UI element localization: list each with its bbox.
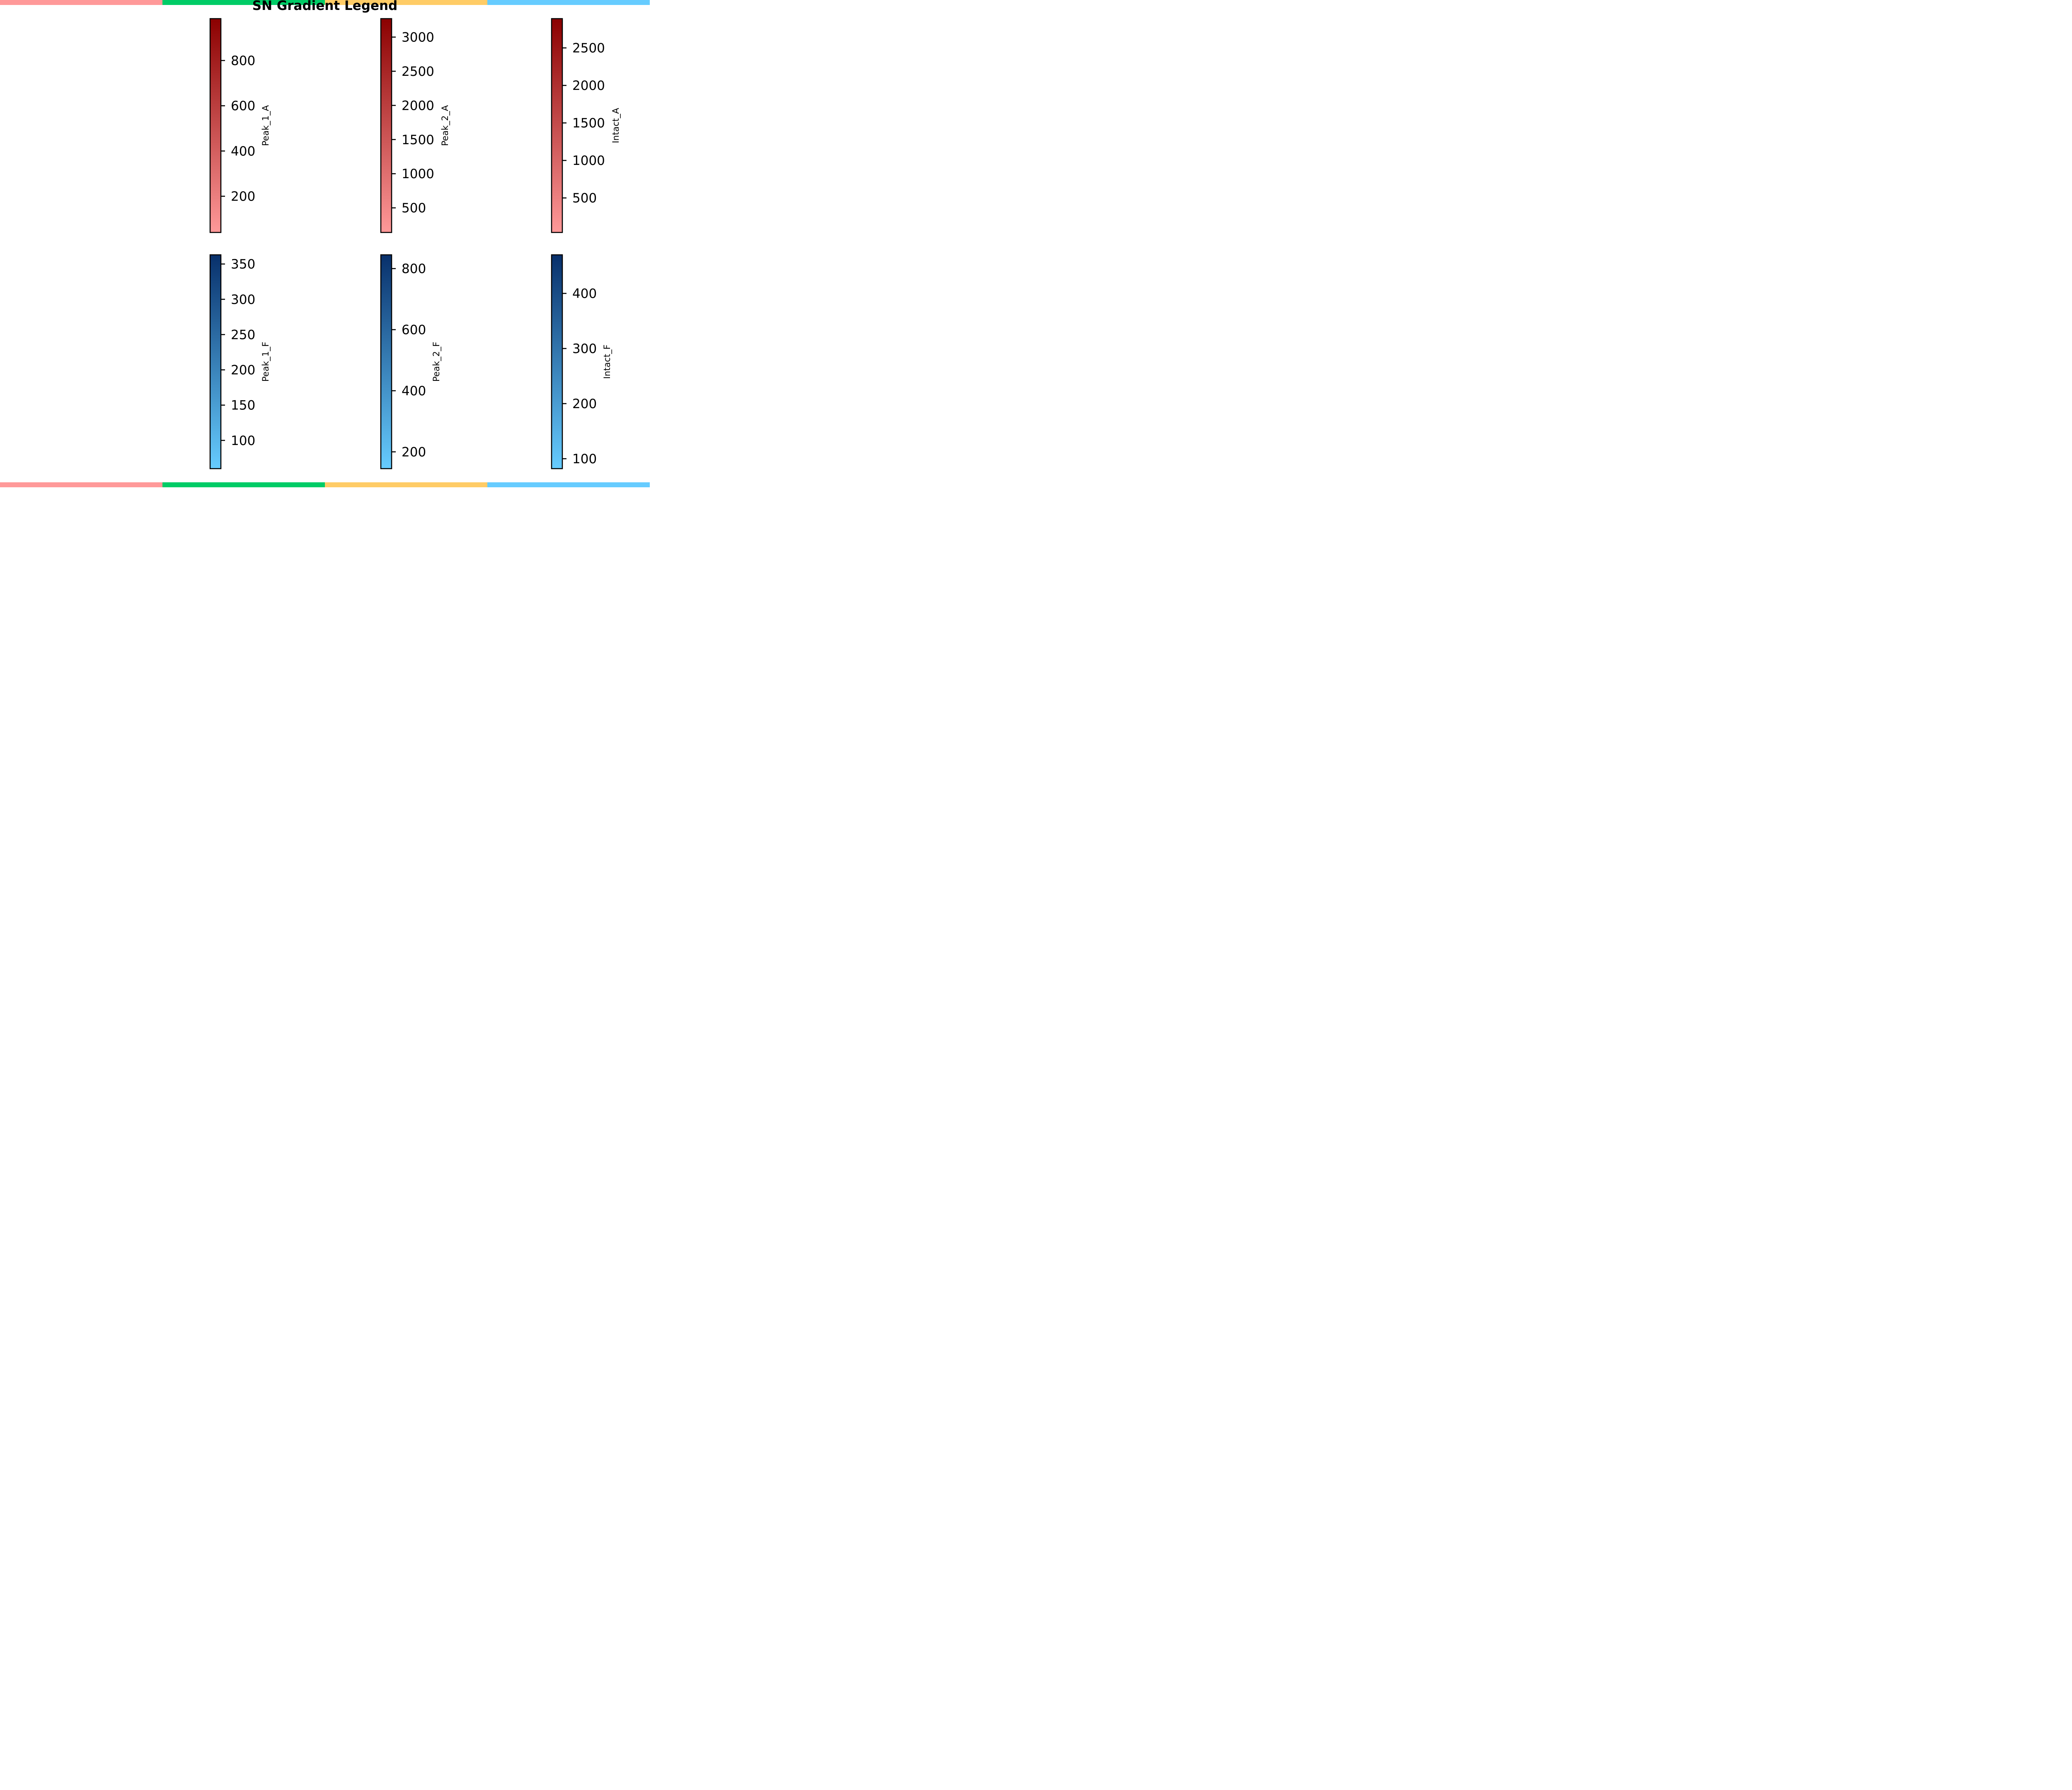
colorbar-axis-label: Peak_2_A (440, 105, 450, 146)
tick-label: 2500 (572, 41, 605, 56)
tick-label: 300 (231, 292, 255, 307)
stripe-segment (162, 0, 325, 5)
tick-label: 400 (231, 144, 255, 159)
stripe-segment (0, 482, 162, 487)
stripe-segment (487, 482, 650, 487)
tick-label: 600 (402, 323, 426, 338)
tick-label: 800 (402, 261, 426, 276)
tick-label: 2500 (402, 64, 434, 79)
top-color-stripe (0, 0, 650, 5)
tick-label: 500 (402, 201, 426, 216)
colorbar-axis-label: Peak_1_F (261, 342, 271, 382)
stripe-segment (325, 482, 487, 487)
tick-label: 1000 (402, 167, 434, 181)
tick-label: 200 (231, 189, 255, 204)
colorbar-axis-label: Peak_2_F (431, 342, 442, 382)
tick-label: 100 (231, 433, 255, 448)
stripe-segment (487, 0, 650, 5)
colorbar-gradient-Peak_1_A (209, 18, 222, 233)
chart-title: SN Gradient Legend (252, 0, 398, 13)
stripe-segment (325, 0, 487, 5)
colorbar-gradient-Peak_1_F (209, 254, 222, 469)
tick-label: 3000 (402, 30, 434, 45)
colorbar-gradient-Peak_2_A (380, 18, 392, 233)
tick-label: 400 (572, 286, 597, 301)
tick-label: 100 (572, 452, 597, 467)
tick-label: 1500 (402, 133, 434, 148)
tick-label: 200 (402, 445, 426, 460)
tick-label: 300 (572, 341, 597, 356)
colorbar-Peak_1_F: 100 150 200 250 300 350 Peak_1_F (209, 254, 271, 469)
stripe-segment (0, 0, 162, 5)
tick-label: 2000 (402, 98, 434, 113)
tick-label: 200 (572, 397, 597, 411)
stripe-segment (162, 482, 325, 487)
tick-label: 250 (231, 327, 255, 342)
tick-label: 500 (572, 191, 597, 206)
colorbar-Intact_A: 500 1000 1500 2000 2500 Intact_A (551, 18, 621, 233)
tick-label: 150 (231, 398, 255, 413)
colorbar-legend-chart: 200 400 600 800 Peak_1_A 500 1000 1500 2000 2500 3… (209, 18, 621, 469)
tick-label: 350 (231, 257, 255, 272)
tick-label: 800 (231, 53, 255, 68)
tick-label: 1500 (572, 116, 605, 131)
colorbar-gradient-Intact_F (551, 254, 563, 469)
colorbar-Peak_2_F: 200 400 600 800 Peak_2_F (380, 254, 442, 469)
colorbar-axis-label: Intact_F (602, 345, 612, 379)
colorbar-Intact_F: 100 200 300 400 Intact_F (551, 254, 612, 469)
colorbar-Peak_2_A: 500 1000 1500 2000 2500 3000 Peak_2_A (380, 18, 450, 233)
colorbar-axis-label: Peak_1_A (261, 105, 271, 146)
tick-label: 200 (231, 363, 255, 378)
colorbar-axis-label: Intact_A (611, 108, 621, 143)
colorbar-Peak_1_A: 200 400 600 800 Peak_1_A (209, 18, 271, 233)
bottom-color-stripe (0, 482, 650, 487)
colorbar-gradient-Intact_A (551, 18, 563, 233)
tick-label: 400 (402, 384, 426, 399)
tick-label: 1000 (572, 153, 605, 168)
tick-label: 2000 (572, 78, 605, 93)
tick-label: 600 (231, 99, 255, 114)
colorbar-gradient-Peak_2_F (380, 254, 392, 469)
